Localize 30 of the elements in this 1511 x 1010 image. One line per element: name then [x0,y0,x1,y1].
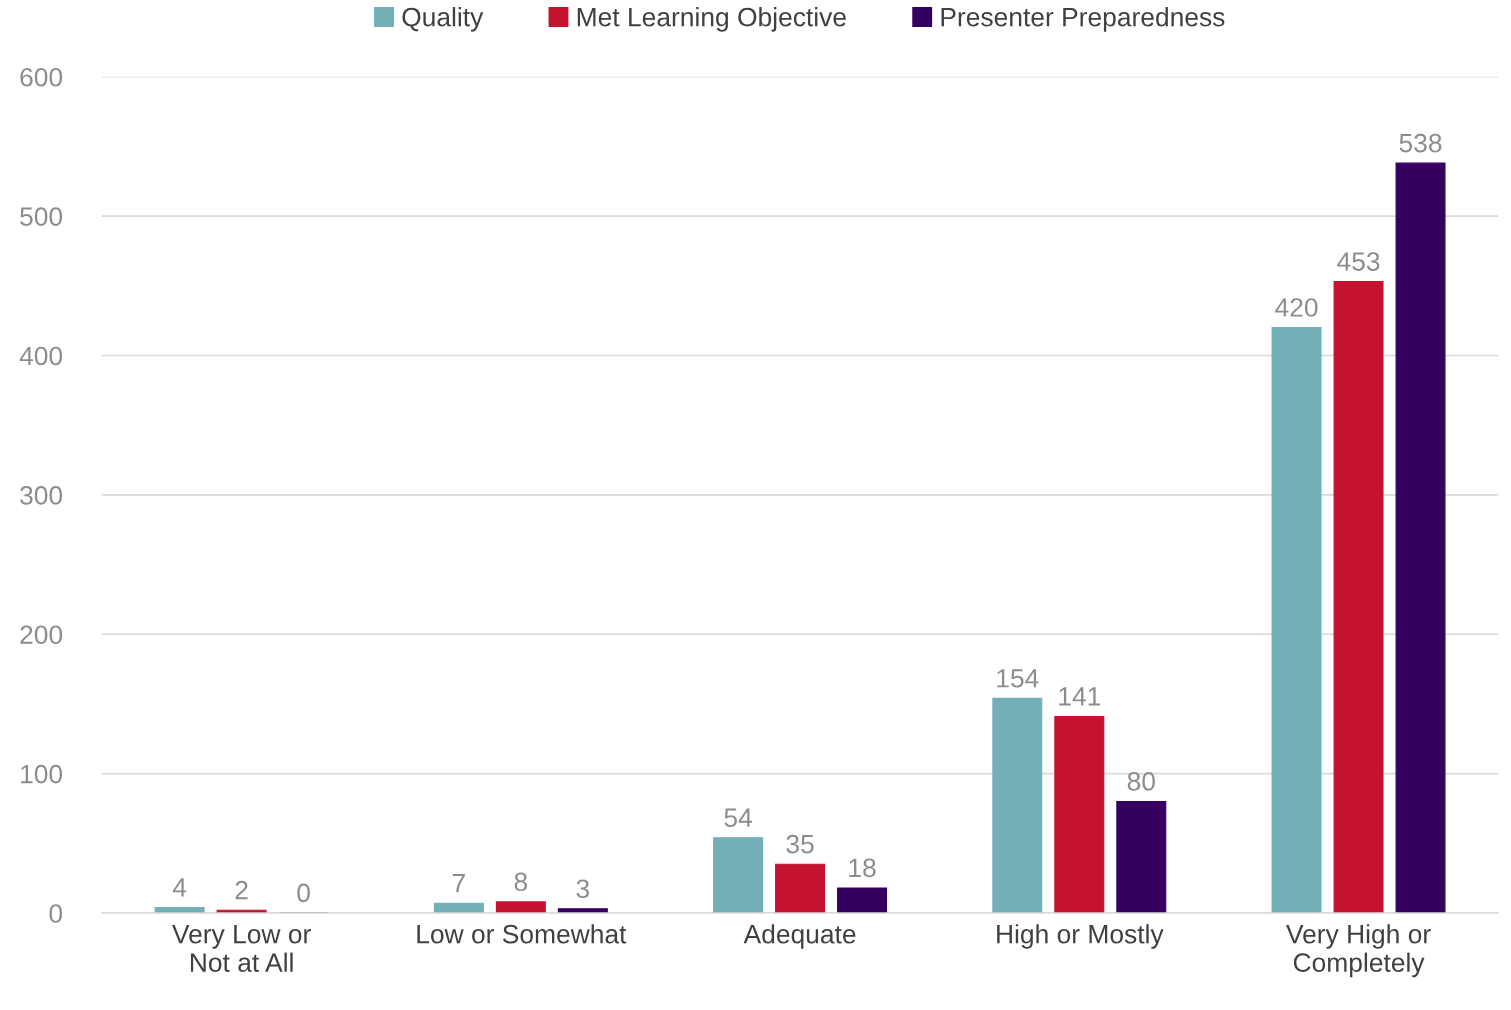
x-tick-label: Low or Somewhat [417,924,627,944]
data-label: 453 [1337,252,1380,271]
data-label: 35 [786,834,814,854]
y-tick-label: 400 [19,346,63,366]
y-tick-label: 100 [21,764,63,784]
data-label: 154 [997,669,1039,688]
legend-label: Presenter Preparedness [941,7,1225,32]
legend-label: Met Learning Objective [577,7,846,32]
y-tick-label: 0 [49,904,63,923]
data-label: 8 [514,872,528,892]
data-label: 3 [576,879,590,899]
data-label: 0 [297,883,310,903]
data-label: 80 [1127,772,1155,791]
x-tick-label: Very High or Completely [1286,924,1431,978]
data-label: 54 [724,808,752,827]
x-tick-label: High or Mostly [997,924,1164,949]
data-label: 4 [172,878,187,897]
data-label: 141 [1059,687,1101,706]
y-tick-label: 600 [20,67,63,87]
data-label: 2 [235,880,248,900]
legend-label: Quality [402,7,484,32]
y-tick-label: 500 [20,207,63,226]
y-tick-label: 300 [20,486,63,505]
data-label: 7 [452,874,465,893]
x-tick-label: Very Low or Not at All [172,925,311,972]
data-label: 538 [1399,133,1442,153]
data-label: 420 [1275,298,1318,317]
data-label: 18 [849,858,876,878]
y-tick-label: 200 [20,625,63,645]
x-tick-label: Adequate [743,924,856,949]
